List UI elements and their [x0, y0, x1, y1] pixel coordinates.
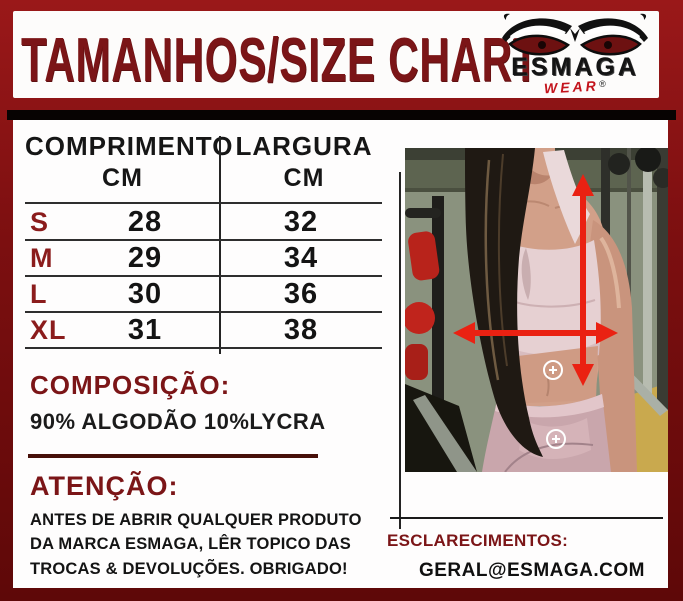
garment-badge-icon: [543, 360, 563, 380]
table-column-divider: [219, 136, 221, 354]
size-table: S 28 32 M 29 34 L 30 36 XL 31 38: [25, 204, 382, 348]
brand-subline: WEAR®: [497, 77, 653, 97]
table-row-line: [25, 311, 382, 313]
largura-value: 32: [283, 205, 319, 238]
column-unit: CM: [283, 163, 325, 192]
largura-value: 36: [283, 277, 319, 310]
brand-logo: ESMAGA WEAR®: [497, 12, 653, 97]
largura-value: 34: [283, 241, 319, 274]
size-label: S: [30, 206, 50, 237]
comprimento-value: 28: [127, 205, 163, 238]
separator-band: [7, 110, 676, 120]
brand-sub: WEAR: [543, 77, 600, 97]
registered-mark: ®: [599, 79, 606, 89]
gym-photo-illustration: [405, 148, 668, 472]
column-label: COMPRIMENTO: [25, 131, 234, 161]
content-area: COMPRIMENTO CM LARGURA CM S 28 32 M 29 3…: [13, 120, 668, 588]
table-row: M 29 34: [25, 240, 382, 276]
product-photo: [405, 148, 668, 472]
column-header-comprimento: COMPRIMENTO CM: [25, 131, 234, 194]
composition-heading: COMPOSIÇÃO:: [30, 370, 231, 400]
comprimento-value: 30: [127, 277, 163, 310]
brand-name: ESMAGA: [511, 53, 639, 81]
page-title: TAMANHOS/SIZE CHART: [21, 26, 540, 95]
column-label: LARGURA: [235, 131, 373, 161]
angry-eyes-icon: [502, 13, 648, 56]
width-arrow-icon: [453, 322, 618, 344]
comprimento-value: 31: [127, 313, 163, 346]
table-header-underline: [25, 202, 382, 204]
photo-bottom-rule: [390, 517, 663, 519]
attention-line: TROCAS & DEVOLUÇÕES. OBRIGADO!: [30, 560, 348, 578]
attention-heading: ATENÇÃO:: [30, 471, 179, 501]
size-label: M: [30, 242, 54, 273]
largura-value: 38: [283, 313, 319, 346]
header: TAMANHOS/SIZE CHART ESMAGA WEAR®: [13, 11, 659, 98]
composition-value: 90% ALGODÃO 10%LYCRA: [30, 409, 326, 434]
photo-left-rule: [399, 172, 401, 529]
table-row: S 28 32: [25, 204, 382, 240]
column-header-largura: LARGURA CM: [223, 131, 385, 194]
column-unit: CM: [102, 163, 143, 192]
contact-email: GERAL@ESMAGA.COM: [418, 560, 645, 581]
table-row-line: [25, 347, 382, 349]
attention-line: ANTES DE ABRIR QUALQUER PRODUTO: [30, 511, 362, 529]
comprimento-value: 29: [127, 241, 163, 274]
contact-heading: ESCLARECIMENTOS:: [387, 531, 569, 550]
size-label: L: [30, 278, 48, 309]
table-row-line: [25, 275, 382, 277]
length-arrow-icon: [572, 174, 594, 386]
section-divider: [28, 454, 318, 458]
attention-line: DA MARCA ESMAGA, LÊR TOPICO DAS: [30, 535, 351, 553]
size-label: XL: [30, 314, 67, 345]
garment-badge-icon: [546, 429, 566, 449]
table-row-line: [25, 239, 382, 241]
table-row: L 30 36: [25, 276, 382, 312]
table-row: XL 31 38: [25, 312, 382, 348]
